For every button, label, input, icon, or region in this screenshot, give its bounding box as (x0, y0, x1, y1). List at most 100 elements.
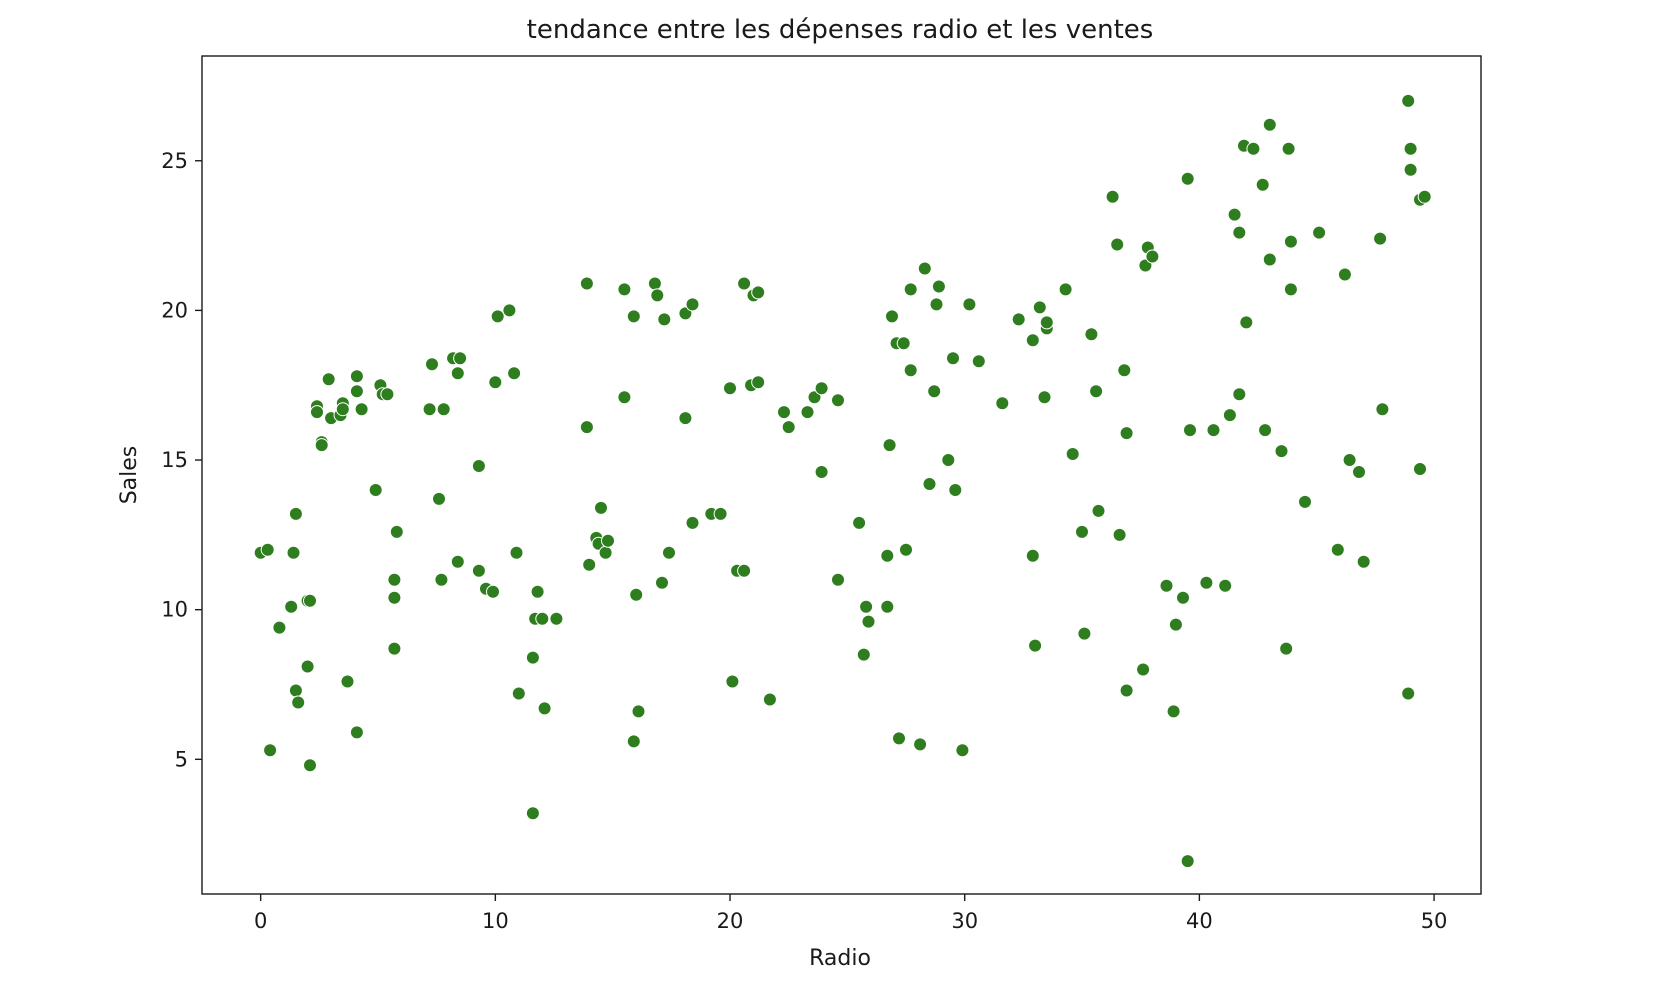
data-point (955, 743, 970, 758)
data-point (941, 453, 956, 467)
data-point (1281, 141, 1296, 156)
data-point (685, 515, 700, 530)
data-point (340, 674, 355, 689)
data-point (288, 683, 303, 698)
data-point (899, 542, 913, 557)
data-point (1283, 234, 1298, 249)
data-point (1330, 542, 1345, 557)
data-point (598, 545, 613, 560)
data-point (488, 375, 503, 390)
data-point (1136, 662, 1151, 677)
data-point (626, 734, 641, 749)
data-point (885, 309, 899, 324)
data-point (903, 282, 918, 297)
data-point (856, 647, 871, 662)
data-point (310, 405, 324, 420)
data-point (1298, 494, 1312, 509)
data-point (1119, 426, 1134, 441)
data-point (1232, 387, 1247, 402)
data-point (537, 701, 552, 716)
data-point (535, 611, 550, 626)
data-point (1255, 177, 1270, 192)
data-point (1084, 327, 1099, 342)
data-point (1227, 207, 1242, 222)
data-point (1065, 447, 1080, 461)
data-point (678, 411, 693, 426)
y-tick-label: 25 (161, 149, 188, 173)
data-point (1028, 638, 1043, 653)
data-point (432, 491, 446, 506)
data-point (1279, 641, 1294, 656)
data-point (1091, 503, 1106, 518)
data-point (349, 725, 364, 740)
data-point (1274, 444, 1289, 459)
y-axis: 5 10 15 20 25 (161, 149, 202, 771)
data-point (525, 806, 540, 821)
data-point (737, 276, 752, 291)
data-point (880, 599, 895, 614)
data-point (263, 743, 278, 758)
data-point (1401, 686, 1416, 701)
data-point (288, 506, 303, 521)
data-point (1262, 252, 1277, 267)
points-layer (253, 93, 1432, 869)
data-point (814, 465, 829, 479)
data-point (896, 336, 911, 351)
data-point (1112, 527, 1127, 542)
data-point (1117, 363, 1132, 378)
data-point (626, 309, 641, 324)
data-point (1199, 575, 1214, 590)
data-point (1077, 626, 1092, 641)
data-point (436, 402, 451, 417)
data-point (617, 390, 632, 405)
data-point (1222, 408, 1237, 423)
data-point (852, 515, 867, 530)
data-point (995, 396, 1010, 411)
y-tick-label: 20 (161, 298, 188, 322)
data-point (831, 393, 845, 408)
data-point (882, 438, 897, 453)
data-point (1176, 590, 1190, 605)
data-point (913, 737, 928, 752)
data-point (284, 599, 299, 614)
data-point (971, 354, 986, 369)
data-point (1039, 315, 1054, 330)
data-point (471, 459, 486, 473)
data-point (601, 533, 615, 548)
data-point (781, 420, 796, 435)
data-point (471, 563, 486, 578)
data-point (1011, 312, 1026, 327)
data-point (1025, 548, 1040, 563)
data-point (1342, 453, 1357, 467)
data-point (1166, 704, 1181, 719)
data-point (582, 557, 597, 572)
data-point (1025, 333, 1040, 348)
data-point (525, 650, 540, 665)
data-point (303, 758, 317, 773)
data-point (314, 438, 329, 453)
data-point (927, 384, 942, 399)
data-point (425, 357, 439, 372)
data-point (737, 563, 752, 578)
data-point (650, 288, 665, 303)
data-point (453, 351, 468, 366)
data-point (1168, 617, 1183, 632)
data-point (530, 584, 545, 599)
data-point (629, 587, 644, 602)
data-point (948, 483, 963, 497)
data-point (380, 387, 395, 402)
data-point (685, 297, 700, 312)
chart-title: tendance entre les dépenses radio et les… (527, 15, 1154, 45)
data-point (1283, 282, 1298, 297)
data-point (1145, 249, 1160, 264)
data-point (1180, 171, 1195, 186)
data-point (1032, 300, 1047, 315)
data-point (1352, 465, 1366, 479)
data-point (777, 405, 791, 420)
data-point (1312, 225, 1327, 240)
data-point (387, 590, 402, 605)
data-point (751, 375, 766, 390)
x-axis: 0 10 20 30 40 50 (254, 894, 1447, 933)
data-point (490, 309, 505, 324)
